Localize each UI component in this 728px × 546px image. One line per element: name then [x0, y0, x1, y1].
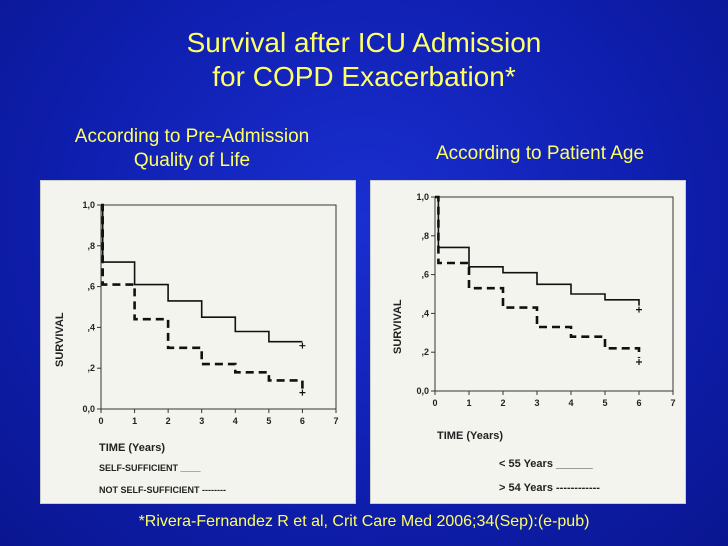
x-tick-label: 5 — [602, 398, 607, 408]
y-tick-label: 0,0 — [82, 404, 95, 414]
y-tick-label: ,6 — [421, 270, 429, 280]
legend-entry-2: > 54 Years ------------ — [499, 482, 600, 494]
y-axis-label: SURVIVAL — [392, 299, 404, 354]
censor-marker — [636, 306, 642, 313]
x-tick-label: 2 — [166, 416, 171, 426]
slide-title-line2: for COPD Exacerbation* — [212, 61, 516, 92]
legend-entry-1: < 55 Years ______ — [499, 458, 594, 470]
y-axis-label: SURVIVAL — [54, 312, 66, 367]
series-line-2 — [435, 195, 641, 358]
x-tick-label: 0 — [432, 398, 437, 408]
right-chart-heading: According to Patient Age — [435, 143, 645, 164]
legend-entry-2: NOT SELF-SUFFICIENT -------- — [99, 485, 226, 495]
x-tick-label: 4 — [568, 398, 573, 408]
slide-title: Survival after ICU Admission for COPD Ex… — [0, 26, 728, 94]
left-chart-heading-line1: According to Pre-Admission — [74, 126, 310, 147]
censor-marker — [636, 359, 642, 366]
y-tick-label: ,8 — [421, 231, 429, 241]
x-tick-label: 6 — [636, 398, 641, 408]
right-survival-chart: 0 1 2 3 4 5 6 7 0,0 ,2 ,4 ,6 ,8 1,0 SURVIVAL TIME (Year… — [392, 192, 676, 494]
left-chart-heading-line2: Quality of Life — [133, 150, 251, 171]
x-tick-label: 1 — [132, 416, 137, 426]
y-tick-label: ,4 — [421, 308, 429, 318]
x-tick-label: 1 — [466, 398, 471, 408]
plot-frame — [100, 204, 337, 410]
series-line-1 — [101, 204, 303, 343]
x-tick-label: 2 — [500, 398, 505, 408]
censor-marker — [299, 342, 306, 349]
x-tick-label: 3 — [199, 416, 204, 426]
x-axis-label: TIME (Years) — [437, 430, 503, 442]
censor-marker — [299, 389, 306, 396]
left-chart-heading: According to Pre-Admission Quality of Li… — [32, 125, 352, 173]
y-tick-label: 1,0 — [416, 192, 429, 202]
left-survival-chart: 0 1 2 3 4 5 6 7 0,0 ,2 ,4 ,6 ,8 1,0 SURVIVAL TIME (Year… — [54, 200, 339, 495]
left-chart-panel: 0 1 2 3 4 5 6 7 0,0 ,2 ,4 ,6 ,8 1,0 SURVIVAL TIME (Year… — [40, 180, 356, 504]
y-tick-label: ,4 — [87, 322, 95, 332]
series-line-2 — [101, 203, 304, 389]
y-tick-label: ,2 — [421, 347, 429, 357]
x-tick-label: 0 — [98, 416, 103, 426]
right-chart-panel: 0 1 2 3 4 5 6 7 0,0 ,2 ,4 ,6 ,8 1,0 SURVIVAL TIME (Year… — [370, 180, 686, 504]
y-tick-label: ,8 — [87, 241, 95, 251]
citation: *Rivera-Fernandez R et al, Crit Care Med… — [138, 513, 590, 530]
plot-frame — [434, 196, 674, 392]
x-tick-label: 6 — [300, 416, 305, 426]
y-tick-label: 0,0 — [416, 386, 429, 396]
x-tick-label: 7 — [670, 398, 675, 408]
y-tick-label: ,6 — [87, 282, 95, 292]
x-axis-label: TIME (Years) — [99, 442, 165, 454]
x-tick-label: 4 — [233, 416, 238, 426]
x-tick-label: 3 — [534, 398, 539, 408]
series-line-1 — [435, 196, 640, 306]
y-tick-label: 1,0 — [82, 200, 95, 210]
legend-entry-1: SELF-SUFFICIENT ____ — [99, 463, 202, 473]
slide-title-line1: Survival after ICU Admission — [186, 27, 542, 58]
y-tick-label: ,2 — [87, 363, 95, 373]
x-tick-label: 5 — [266, 416, 271, 426]
x-tick-label: 7 — [333, 416, 338, 426]
